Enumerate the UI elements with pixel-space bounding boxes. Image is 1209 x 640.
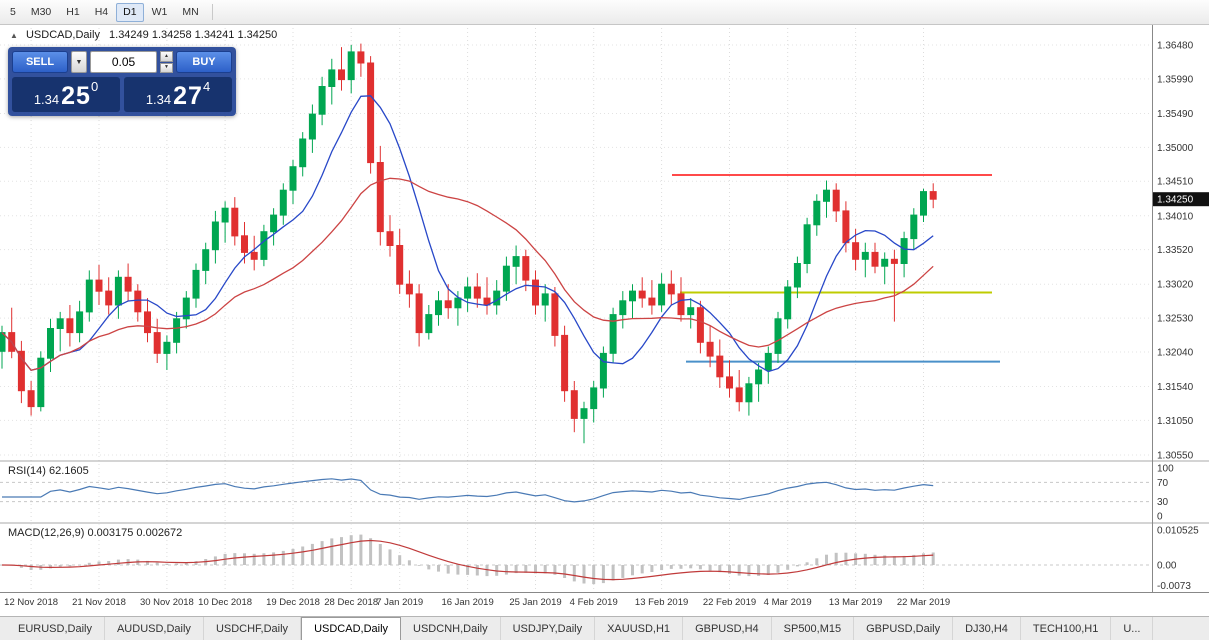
svg-text:19 Dec 2018: 19 Dec 2018 (266, 597, 320, 608)
svg-text:1.34250: 1.34250 (1157, 195, 1194, 206)
period-button-w1[interactable]: W1 (145, 3, 175, 22)
svg-text:0.010525: 0.010525 (1157, 525, 1199, 536)
buy-button[interactable]: BUY (176, 51, 232, 73)
buy-price-prefix: 1.34 (145, 92, 172, 107)
one-click-trading-panel: SELL ▼ ▲ ▼ BUY 1.34 25 0 1.34 27 4 (8, 47, 236, 116)
chart-tab-u-[interactable]: U... (1111, 617, 1154, 640)
chart-ohlc-quotes: 1.34249 1.34258 1.34241 1.34250 (109, 29, 278, 41)
chart-tab-eurusd-daily[interactable]: EURUSD,Daily (6, 617, 105, 640)
svg-text:30: 30 (1157, 497, 1169, 508)
toolbar-separator (211, 4, 213, 20)
svg-text:1.31540: 1.31540 (1157, 382, 1194, 393)
chart-symbol: USDCAD,Daily (25, 29, 100, 41)
chart-tab-tech100-h1[interactable]: TECH100,H1 (1021, 617, 1112, 640)
chart-tab-gbpusd-daily[interactable]: GBPUSD,Daily (854, 617, 954, 640)
sell-price-prefix: 1.34 (33, 92, 60, 107)
period-button-5[interactable]: 5 (3, 3, 23, 22)
chart-title: ▲ USDCAD,Daily 1.34249 1.34258 1.34241 1… (10, 29, 277, 41)
svg-text:25 Jan 2019: 25 Jan 2019 (509, 597, 561, 608)
chart-tab-sp500-m15[interactable]: SP500,M15 (772, 617, 855, 640)
svg-text:70: 70 (1157, 478, 1169, 489)
one-click-panel-toggle-icon[interactable]: ▲ (10, 31, 18, 40)
svg-text:28 Dec 2018: 28 Dec 2018 (324, 597, 378, 608)
svg-text:4 Mar 2019: 4 Mar 2019 (764, 597, 812, 608)
svg-text:1.34010: 1.34010 (1157, 211, 1194, 222)
svg-text:1.30550: 1.30550 (1157, 451, 1194, 462)
svg-text:1.35000: 1.35000 (1157, 143, 1194, 154)
svg-text:12 Nov 2018: 12 Nov 2018 (4, 597, 58, 608)
chart-tab-audusd-daily[interactable]: AUDUSD,Daily (105, 617, 204, 640)
chart-tab-gbpusd-h4[interactable]: GBPUSD,H4 (683, 617, 772, 640)
svg-text:10 Dec 2018: 10 Dec 2018 (198, 597, 252, 608)
svg-text:100: 100 (1157, 464, 1174, 475)
svg-text:1.35490: 1.35490 (1157, 109, 1194, 120)
sell-price-main: 25 (61, 82, 91, 110)
buy-price[interactable]: 1.34 27 4 (124, 77, 232, 112)
period-button-m30[interactable]: M30 (24, 3, 58, 22)
chart-tab-usdcnh-daily[interactable]: USDCNH,Daily (401, 617, 501, 640)
rsi-label: RSI(14) 62.1605 (8, 465, 89, 477)
period-button-h1[interactable]: H1 (59, 3, 86, 22)
spin-down-icon[interactable]: ▼ (160, 62, 173, 73)
svg-text:-0.0073: -0.0073 (1157, 581, 1191, 592)
chart-tab-dj30-h4[interactable]: DJ30,H4 (953, 617, 1021, 640)
svg-text:4 Feb 2019: 4 Feb 2019 (570, 597, 618, 608)
sell-price-pipette: 0 (90, 79, 99, 94)
period-button-mn[interactable]: MN (175, 3, 205, 22)
svg-text:1.35990: 1.35990 (1157, 74, 1194, 85)
svg-text:13 Mar 2019: 13 Mar 2019 (829, 597, 882, 608)
chart-tabs-bar: EURUSD,Daily AUDUSD,Daily USDCHF,Daily USDC… (0, 616, 1209, 640)
svg-text:1.36480: 1.36480 (1157, 41, 1194, 52)
svg-text:13 Feb 2019: 13 Feb 2019 (635, 597, 688, 608)
chart-tab-xauusd-h1[interactable]: XAUUSD,H1 (595, 617, 684, 640)
volume-dropdown-button[interactable]: ▼ (71, 51, 87, 73)
chart-tab-usdjpy-daily[interactable]: USDJPY,Daily (501, 617, 596, 640)
svg-text:30 Nov 2018: 30 Nov 2018 (140, 597, 194, 608)
buy-price-pipette: 4 (202, 79, 211, 94)
svg-text:1.32530: 1.32530 (1157, 314, 1194, 325)
chart-tab-usdchf-daily[interactable]: USDCHF,Daily (204, 617, 302, 640)
svg-text:1.31050: 1.31050 (1157, 416, 1194, 427)
svg-text:21 Nov 2018: 21 Nov 2018 (72, 597, 126, 608)
svg-text:0.00: 0.00 (1157, 561, 1177, 572)
volume-input[interactable] (90, 51, 157, 73)
sell-price[interactable]: 1.34 25 0 (12, 77, 120, 112)
macd-label: MACD(12,26,9) 0.003175 0.002672 (8, 527, 183, 539)
svg-text:22 Feb 2019: 22 Feb 2019 (703, 597, 756, 608)
period-button-h4[interactable]: H4 (88, 3, 115, 22)
chart-tab-usdcad-daily[interactable]: USDCAD,Daily (301, 617, 402, 640)
timeframe-toolbar: 5 M30 H1 H4 D1 W1 MN (0, 0, 1209, 25)
svg-text:7 Jan 2019: 7 Jan 2019 (376, 597, 423, 608)
svg-text:22 Mar 2019: 22 Mar 2019 (897, 597, 950, 608)
svg-text:16 Jan 2019: 16 Jan 2019 (441, 597, 493, 608)
svg-text:1.32040: 1.32040 (1157, 347, 1194, 358)
spin-up-icon[interactable]: ▲ (160, 51, 173, 62)
buy-price-main: 27 (173, 82, 203, 110)
period-button-d1[interactable]: D1 (116, 2, 144, 22)
sell-button[interactable]: SELL (12, 51, 68, 73)
volume-stepper[interactable]: ▲ ▼ (160, 51, 173, 73)
svg-text:1.33020: 1.33020 (1157, 280, 1194, 291)
svg-text:1.34510: 1.34510 (1157, 177, 1194, 188)
chevron-down-icon: ▼ (75, 58, 83, 66)
svg-text:0: 0 (1157, 512, 1163, 523)
svg-text:1.33520: 1.33520 (1157, 245, 1194, 256)
